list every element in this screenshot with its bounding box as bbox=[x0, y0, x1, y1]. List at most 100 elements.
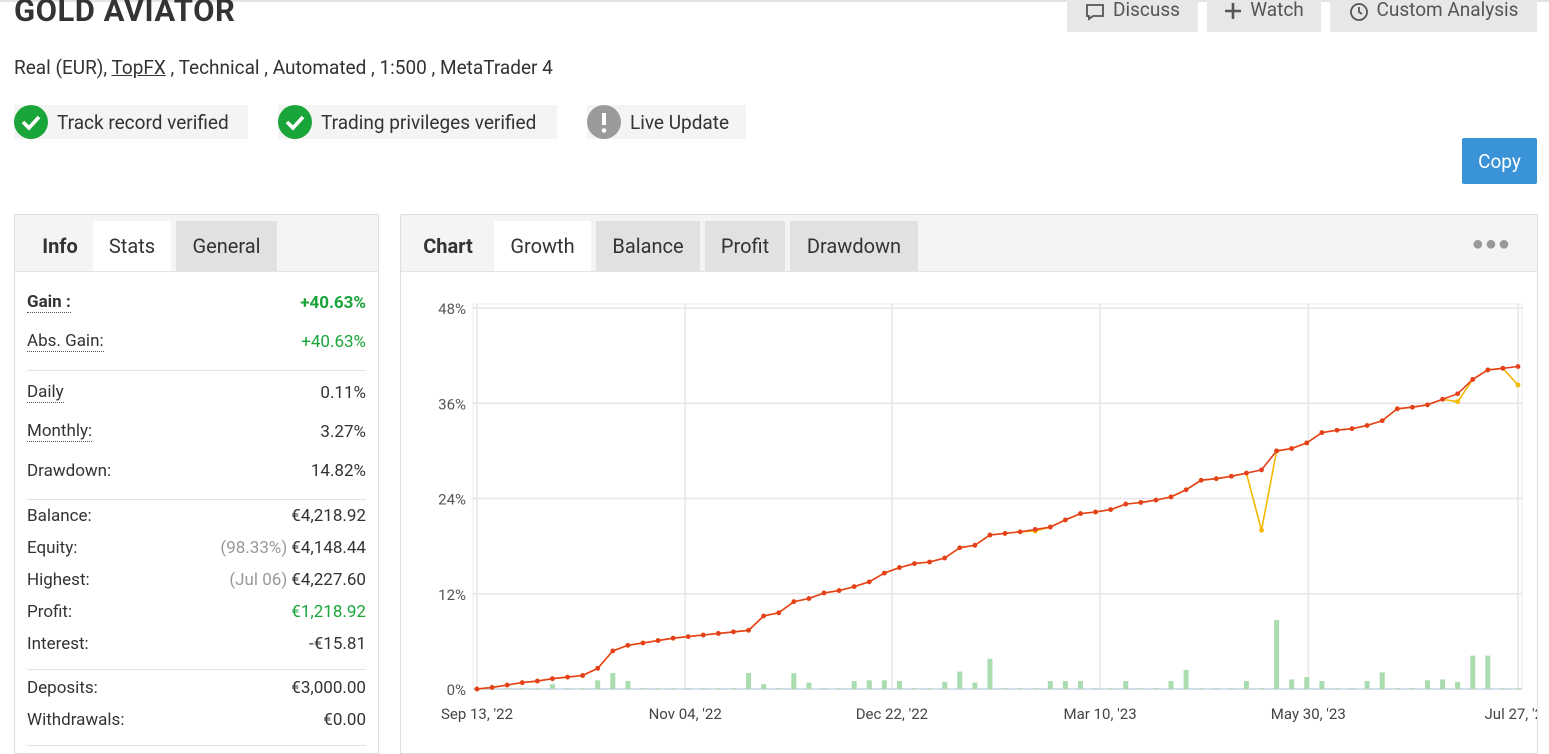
x-tick-label: Jul 27, '23 bbox=[1485, 705, 1537, 723]
tab[interactable]: Profit bbox=[705, 221, 785, 271]
data-point bbox=[1213, 476, 1219, 482]
data-point bbox=[866, 579, 872, 585]
discuss-icon bbox=[1086, 4, 1104, 21]
stat-label: Equity: bbox=[27, 538, 78, 558]
data-point bbox=[1047, 524, 1053, 530]
y-tick-label: 48% bbox=[438, 300, 466, 318]
data-point bbox=[1485, 367, 1491, 373]
tab[interactable]: Growth bbox=[494, 221, 591, 271]
plus-icon bbox=[1225, 3, 1242, 19]
bar bbox=[1334, 688, 1340, 689]
bar bbox=[670, 688, 676, 689]
more-menu[interactable]: ●●● bbox=[1471, 231, 1511, 255]
bar bbox=[1093, 688, 1099, 689]
bar bbox=[851, 681, 857, 689]
separator bbox=[27, 499, 366, 500]
stat-label: Daily bbox=[27, 382, 64, 403]
stat-row: Abs. Gain: +40.63% bbox=[27, 325, 366, 358]
data-point bbox=[1455, 399, 1461, 405]
watch-button[interactable]: Watch bbox=[1207, 0, 1321, 32]
x-tick-label: Dec 22, '22 bbox=[856, 705, 928, 723]
data-point bbox=[1409, 404, 1415, 410]
bar bbox=[1289, 679, 1295, 689]
separator bbox=[27, 669, 366, 670]
chart-tabs: Chart Growth Balance Profit Drawdown ●●● bbox=[401, 215, 1537, 272]
stat-value-wrap: +40.63% bbox=[300, 293, 366, 313]
data-point bbox=[987, 532, 993, 538]
stat-row: Drawdown: 14.82% bbox=[27, 454, 366, 487]
stat-row: Gain : +40.63% bbox=[27, 286, 366, 319]
stat-label: Abs. Gain: bbox=[27, 331, 104, 352]
tab[interactable]: Chart bbox=[423, 234, 473, 258]
bar bbox=[1213, 688, 1219, 689]
separator bbox=[27, 745, 366, 746]
stat-value-wrap: 3.27% bbox=[320, 422, 366, 442]
data-point bbox=[1274, 448, 1280, 454]
bar bbox=[1379, 672, 1385, 689]
data-point bbox=[1334, 427, 1340, 433]
bar bbox=[821, 688, 827, 689]
bar bbox=[957, 671, 963, 689]
broker-link[interactable]: TopFX bbox=[111, 56, 166, 79]
data-point bbox=[1379, 418, 1385, 424]
bar bbox=[730, 688, 736, 689]
bar bbox=[580, 688, 586, 689]
data-point bbox=[836, 588, 842, 593]
stat-label: Interest: bbox=[27, 634, 89, 654]
stat-value: -€15.81 bbox=[309, 634, 366, 654]
check-icon bbox=[14, 105, 48, 139]
custom-analysis-button[interactable]: Custom Analysis bbox=[1330, 0, 1537, 32]
y-tick-label: 12% bbox=[438, 586, 466, 604]
data-point bbox=[972, 542, 978, 548]
tab[interactable]: Balance bbox=[596, 221, 700, 271]
data-point bbox=[580, 673, 586, 678]
bar bbox=[519, 688, 525, 689]
data-point bbox=[700, 632, 706, 638]
stat-label: Gain : bbox=[27, 292, 71, 313]
account-details: , Technical , Automated , 1:500 , MetaTr… bbox=[165, 56, 553, 79]
badge: Trading privileges verified bbox=[278, 105, 557, 139]
button-label: Discuss bbox=[1113, 0, 1180, 21]
copy-button[interactable]: Copy bbox=[1462, 138, 1537, 184]
bar bbox=[836, 688, 842, 689]
data-point bbox=[1093, 509, 1098, 515]
stat-note: (98.33%) bbox=[220, 538, 288, 558]
data-point bbox=[746, 627, 751, 633]
data-point bbox=[1123, 501, 1129, 507]
bar bbox=[896, 681, 902, 689]
data-point bbox=[1364, 423, 1370, 428]
bar bbox=[1077, 681, 1083, 689]
data-point bbox=[670, 635, 676, 641]
badge-label: Track record verified bbox=[57, 110, 229, 134]
tab[interactable]: Info bbox=[42, 234, 78, 258]
bar bbox=[1364, 681, 1370, 689]
stat-value: €4,218.92 bbox=[291, 506, 366, 526]
tab[interactable]: Stats bbox=[93, 221, 171, 271]
data-point bbox=[610, 648, 616, 654]
separator bbox=[27, 370, 366, 371]
check-icon bbox=[278, 105, 312, 139]
data-point bbox=[1078, 511, 1083, 516]
stat-row: Withdrawals: €0.00 bbox=[27, 707, 366, 733]
y-tick-label: 36% bbox=[438, 395, 466, 413]
data-point bbox=[655, 638, 661, 643]
data-point bbox=[519, 680, 525, 686]
data-point bbox=[1515, 364, 1521, 369]
data-point bbox=[927, 559, 933, 565]
bar bbox=[806, 682, 812, 689]
y-tick-label: 24% bbox=[438, 491, 466, 509]
tab[interactable]: General bbox=[176, 221, 277, 271]
tab[interactable]: Drawdown bbox=[790, 221, 918, 271]
data-point bbox=[1062, 517, 1068, 523]
stat-value-wrap: -€15.81 bbox=[309, 634, 366, 654]
badge-label: Trading privileges verified bbox=[321, 110, 537, 134]
stat-value-wrap: (98.33%) €4,148.44 bbox=[220, 538, 366, 558]
stat-value-wrap: €0.00 bbox=[323, 710, 366, 730]
data-point bbox=[776, 610, 782, 616]
discuss-button[interactable]: Discuss bbox=[1067, 0, 1198, 32]
stat-value: 3.27% bbox=[320, 421, 366, 442]
clock-icon bbox=[1349, 3, 1368, 21]
data-point bbox=[1228, 473, 1234, 479]
bar bbox=[987, 658, 993, 689]
bar bbox=[1243, 681, 1249, 689]
